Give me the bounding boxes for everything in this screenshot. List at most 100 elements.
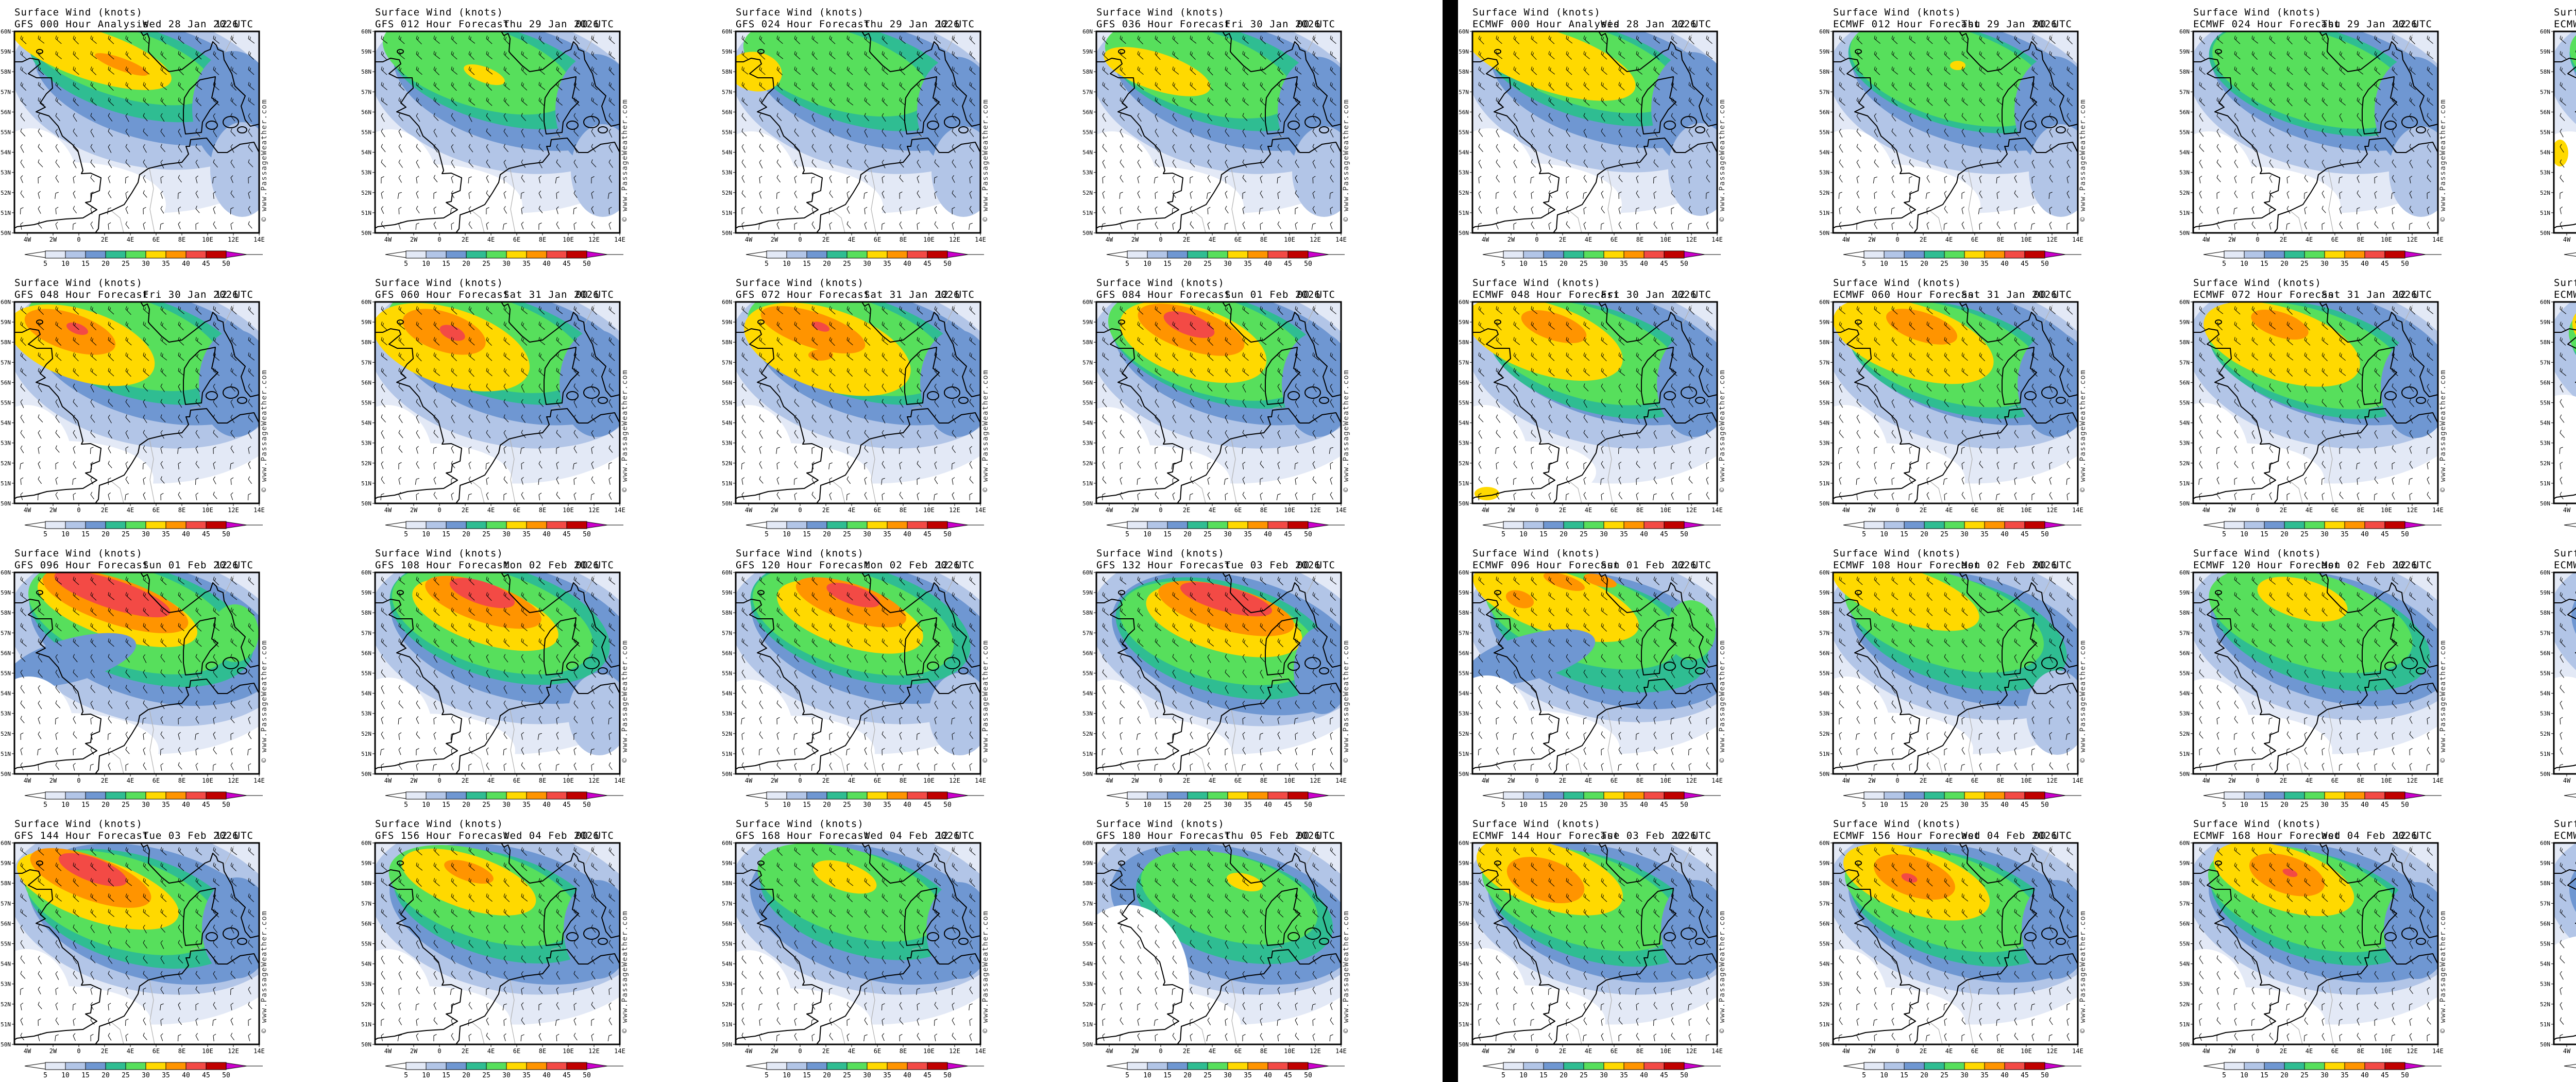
forecast-panel[interactable]: Surface Wind (knots)ECMWF 036 Hour Forec… xyxy=(2539,0,2576,270)
colorbar-segment xyxy=(85,250,106,259)
colorbar-tick: 15 xyxy=(1539,1072,1548,1079)
lat-label: 53N xyxy=(1082,981,1093,988)
lon-label: 14E xyxy=(253,1047,265,1055)
model-run-label: ECMWF 060 Hour Forecast xyxy=(1833,289,1980,300)
forecast-panel[interactable]: Surface Wind (knots)ECMWF 000 Hour Analy… xyxy=(1458,0,1819,270)
forecast-panel[interactable]: Surface Wind (knots)ECMWF 132 Hour Forec… xyxy=(2539,541,2576,812)
colorbar-segment xyxy=(766,791,787,800)
colorbar-segment xyxy=(446,521,467,529)
colorbar-segment xyxy=(1227,521,1248,529)
panel-title: Surface Wind (knots) xyxy=(14,7,143,18)
lat-label: 59N xyxy=(722,319,732,326)
forecast-panel[interactable]: Surface Wind (knots)ECMWF 108 Hour Forec… xyxy=(1818,541,2179,812)
lat-label: 54N xyxy=(361,961,371,968)
colorbar-segment xyxy=(1267,1062,1289,1070)
lat-label: 60N xyxy=(1082,299,1093,306)
forecast-panel[interactable]: Surface Wind (knots)GFS 072 Hour Forecas… xyxy=(721,270,1082,541)
forecast-panel[interactable]: Surface Wind (knots)GFS 024 Hour Forecas… xyxy=(721,0,1082,270)
colorbar-tick: 30 xyxy=(2320,260,2329,268)
forecast-panel[interactable]: Surface Wind (knots)GFS 108 Hour Forecas… xyxy=(361,541,721,812)
forecast-panel[interactable]: Surface Wind (knots)GFS 132 Hour Forecas… xyxy=(1082,541,1443,812)
colorbar-tick: 30 xyxy=(1224,260,1232,268)
forecast-panel[interactable]: Surface Wind (knots)ECMWF 048 Hour Forec… xyxy=(1458,270,1819,541)
forecast-panel[interactable]: Surface Wind (knots)ECMWF 024 Hour Forec… xyxy=(2179,0,2539,270)
forecast-panel[interactable]: Surface Wind (knots)ECMWF 084 Hour Forec… xyxy=(2539,270,2576,541)
colorbar-tick: 30 xyxy=(863,531,871,538)
map-clipped-layers xyxy=(2553,843,2576,1044)
forecast-panel[interactable]: Surface Wind (knots)GFS 156 Hour Forecas… xyxy=(361,812,721,1082)
forecast-panel[interactable]: Surface Wind (knots)GFS 180 Hour Forecas… xyxy=(1082,812,1443,1082)
forecast-panel[interactable]: Surface Wind (knots)GFS 096 Hour Forecas… xyxy=(0,541,361,812)
lat-label: 52N xyxy=(1819,190,1829,196)
lat-label: 59N xyxy=(1819,860,1829,867)
forecast-panel[interactable]: Surface Wind (knots)ECMWF 096 Hour Forec… xyxy=(1458,541,1819,812)
wind-speed-region xyxy=(1096,131,1158,233)
lon-label: 14E xyxy=(1335,1047,1347,1055)
colorbar-tick: 20 xyxy=(1920,1072,1928,1079)
lat-label: 55N xyxy=(1819,670,1829,677)
lat-label: 60N xyxy=(2540,299,2550,306)
lat-label: 52N xyxy=(2540,1001,2550,1008)
colorbar-tick: 30 xyxy=(142,801,150,809)
colorbar-segment xyxy=(887,1062,908,1070)
forecast-panel[interactable]: Surface Wind (knots)GFS 168 Hour Forecas… xyxy=(721,812,1082,1082)
colorbar-tick: 25 xyxy=(1204,531,1212,538)
forecast-panel[interactable]: Surface Wind (knots)ECMWF 156 Hour Forec… xyxy=(1818,812,2179,1082)
lon-label: 2E xyxy=(101,1047,108,1055)
colorbar-segment xyxy=(2024,1062,2045,1070)
forecast-panel[interactable]: Surface Wind (knots)GFS 084 Hour Forecas… xyxy=(1082,270,1443,541)
lat-label: 56N xyxy=(1,920,11,927)
wind-speed-region xyxy=(736,131,798,233)
colorbar-tick: 5 xyxy=(1501,801,1505,809)
lat-label: 56N xyxy=(2179,650,2190,656)
lon-label: 2W xyxy=(410,1047,418,1055)
forecast-panel[interactable]: Surface Wind (knots)ECMWF 144 Hour Forec… xyxy=(1458,812,1819,1082)
lat-label: 56N xyxy=(1459,379,1469,386)
forecast-panel[interactable]: Surface Wind (knots)GFS 000 Hour Analysi… xyxy=(0,0,361,270)
forecast-panel[interactable]: Surface Wind (knots)GFS 144 Hour Forecas… xyxy=(0,812,361,1082)
colorbar-tick: 5 xyxy=(404,531,408,538)
wind-speed-region xyxy=(2212,31,2411,129)
watermark: © www.PassageWeather.com xyxy=(1718,369,1726,492)
lat-label: 56N xyxy=(1082,920,1093,927)
lat-label: 50N xyxy=(722,1041,732,1048)
lon-label: 0 xyxy=(1159,506,1162,514)
lat-label: 57N xyxy=(2179,630,2190,636)
colorbar-over-arrow xyxy=(1684,251,1705,258)
valid-date: Thu 05 Feb 2026 xyxy=(1225,830,1321,841)
lon-label: 6E xyxy=(513,506,520,514)
colorbar-tick: 5 xyxy=(2222,531,2226,538)
forecast-panel[interactable]: Surface Wind (knots)GFS 060 Hour Forecas… xyxy=(361,270,721,541)
watermark: © www.PassageWeather.com xyxy=(260,910,268,1033)
forecast-panel[interactable]: Surface Wind (knots)GFS 036 Hour Forecas… xyxy=(1082,0,1443,270)
watermark: © www.PassageWeather.com xyxy=(981,640,990,763)
lon-label: 6E xyxy=(152,1047,160,1055)
panel-title: Surface Wind (knots) xyxy=(736,548,864,559)
forecast-panel[interactable]: Surface Wind (knots)GFS 120 Hour Forecas… xyxy=(721,541,1082,812)
colorbar-tick: 45 xyxy=(2021,801,2029,809)
forecast-panel[interactable]: Surface Wind (knots)ECMWF 120 Hour Forec… xyxy=(2179,541,2539,812)
lon-label: 2E xyxy=(462,236,469,243)
colorbar-tick: 50 xyxy=(943,1072,952,1079)
lat-label: 55N xyxy=(2179,400,2190,407)
forecast-panel[interactable]: Surface Wind (knots)ECMWF 012 Hour Forec… xyxy=(1818,0,2179,270)
colorbar-segment xyxy=(466,250,487,259)
forecast-panel[interactable]: Surface Wind (knots)ECMWF 072 Hour Forec… xyxy=(2179,270,2539,541)
lat-label: 54N xyxy=(2540,149,2550,156)
colorbar-under-arrow xyxy=(1482,792,1504,799)
lat-label: 58N xyxy=(1082,610,1093,616)
forecast-panel[interactable]: Surface Wind (knots)ECMWF 168 Hour Forec… xyxy=(2179,812,2539,1082)
forecast-panel[interactable]: Surface Wind (knots)ECMWF 060 Hour Forec… xyxy=(1818,270,2179,541)
colorbar-over-arrow xyxy=(1308,251,1329,258)
lon-label: 0 xyxy=(1159,1047,1162,1055)
wind-speed-region xyxy=(1096,990,1241,1044)
coastline-layer xyxy=(14,302,259,503)
lon-label: 4W xyxy=(24,506,31,514)
colorbar-segment xyxy=(1247,521,1268,529)
forecast-panel[interactable]: Surface Wind (knots)GFS 048 Hour Forecas… xyxy=(0,270,361,541)
forecast-panel[interactable]: Surface Wind (knots)ECMWF 180 Hour Forec… xyxy=(2539,812,2576,1082)
forecast-panel[interactable]: Surface Wind (knots)GFS 012 Hour Forecas… xyxy=(361,0,721,270)
